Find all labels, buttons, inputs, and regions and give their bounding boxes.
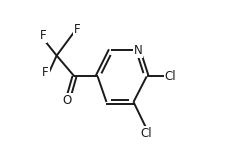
Text: N: N — [134, 44, 143, 57]
Text: O: O — [63, 94, 72, 107]
Text: Cl: Cl — [141, 127, 152, 140]
Text: F: F — [42, 66, 49, 79]
Text: F: F — [74, 23, 81, 36]
Text: Cl: Cl — [164, 70, 176, 83]
Text: F: F — [40, 29, 46, 42]
